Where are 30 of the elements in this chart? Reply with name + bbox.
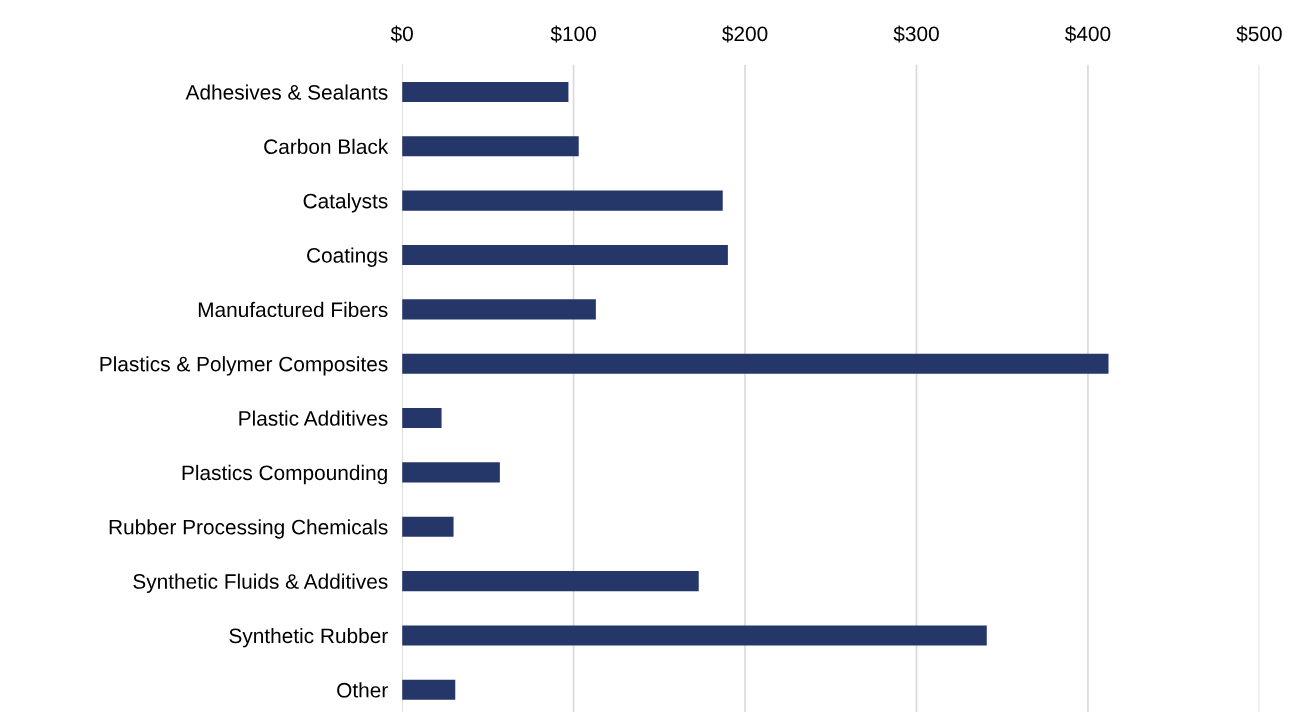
bar bbox=[402, 190, 723, 211]
y-tick-label: Rubber Processing Chemicals bbox=[109, 519, 388, 539]
bar bbox=[402, 353, 1109, 374]
y-tick-label: Plastic Additives bbox=[239, 410, 388, 426]
y-tick-label: Synthetic Rubber bbox=[229, 627, 388, 648]
bar bbox=[402, 679, 456, 700]
x-tick-label: $500 bbox=[1236, 25, 1282, 43]
bar bbox=[402, 408, 442, 429]
y-tick-label: Coatings bbox=[307, 247, 388, 267]
bar bbox=[402, 299, 596, 320]
x-tick-label: $0 bbox=[390, 25, 413, 43]
x-tick-label: $300 bbox=[893, 25, 939, 43]
bar bbox=[402, 244, 728, 266]
y-tick-label: Manufactured Fibers bbox=[198, 301, 388, 318]
y-tick-label: Plastics Compounding bbox=[182, 464, 387, 485]
bar bbox=[402, 571, 699, 592]
y-tick-label: Plastics & Polymer Composites bbox=[100, 356, 388, 376]
x-tick-label: $200 bbox=[722, 25, 768, 43]
y-tick-label: Synthetic Fluids & Additives bbox=[133, 573, 388, 593]
y-tick-label: Catalysts bbox=[303, 193, 388, 213]
y-tick-label: Other bbox=[337, 682, 388, 698]
bar bbox=[402, 516, 454, 537]
x-tick-label: $100 bbox=[550, 25, 596, 43]
y-tick-label: Adhesives & Sealants bbox=[185, 84, 388, 100]
x-tick-label: $400 bbox=[1064, 25, 1111, 43]
bar bbox=[402, 136, 579, 157]
bar bbox=[402, 81, 569, 103]
y-tick-label: Carbon Black bbox=[264, 138, 389, 155]
bar bbox=[402, 625, 987, 646]
bar bbox=[402, 462, 500, 483]
